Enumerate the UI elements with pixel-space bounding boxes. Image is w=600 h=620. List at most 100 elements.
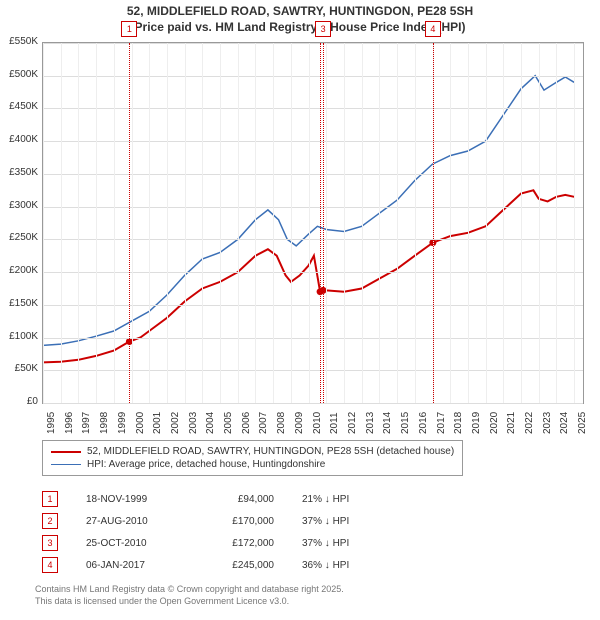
- gridline-h: [43, 305, 583, 306]
- x-tick-label: 2021: [506, 412, 517, 434]
- marker-line-3: [323, 43, 324, 403]
- legend-swatch-subject: [51, 451, 81, 453]
- y-tick-label: £0: [0, 396, 38, 407]
- sale-price: £94,000: [204, 494, 274, 505]
- gridline-h: [43, 272, 583, 273]
- y-tick-label: £350K: [0, 167, 38, 178]
- sale-row: 406-JAN-2017£245,00036% ↓ HPI: [42, 554, 392, 576]
- gridline-h: [43, 207, 583, 208]
- legend-label-subject: 52, MIDDLEFIELD ROAD, SAWTRY, HUNTINGDON…: [87, 446, 454, 457]
- gridline-v: [468, 43, 469, 403]
- sale-date: 27-AUG-2010: [86, 516, 176, 527]
- legend: 52, MIDDLEFIELD ROAD, SAWTRY, HUNTINGDON…: [42, 440, 463, 476]
- gridline-v: [114, 43, 115, 403]
- sale-pct: 21% ↓ HPI: [302, 494, 392, 505]
- gridline-v: [397, 43, 398, 403]
- gridline-v: [273, 43, 274, 403]
- y-tick-label: £200K: [0, 265, 38, 276]
- y-tick-label: £50K: [0, 363, 38, 374]
- sale-pct: 37% ↓ HPI: [302, 516, 392, 527]
- sale-num: 1: [42, 491, 58, 507]
- gridline-v: [574, 43, 575, 403]
- gridline-h: [43, 76, 583, 77]
- gridline-v: [78, 43, 79, 403]
- gridline-v: [503, 43, 504, 403]
- sale-num: 2: [42, 513, 58, 529]
- x-tick-label: 2025: [577, 412, 588, 434]
- x-tick-label: 2009: [294, 412, 305, 434]
- legend-label-hpi: HPI: Average price, detached house, Hunt…: [87, 459, 325, 470]
- footer-line-2: This data is licensed under the Open Gov…: [35, 596, 344, 608]
- sale-pct: 37% ↓ HPI: [302, 538, 392, 549]
- x-tick-label: 2008: [276, 412, 287, 434]
- gridline-v: [96, 43, 97, 403]
- x-tick-label: 2017: [436, 412, 447, 434]
- x-tick-label: 2002: [170, 412, 181, 434]
- x-tick-label: 2003: [188, 412, 199, 434]
- gridline-h: [43, 141, 583, 142]
- gridline-v: [149, 43, 150, 403]
- x-tick-label: 1998: [99, 412, 110, 434]
- gridline-v: [291, 43, 292, 403]
- gridline-v: [202, 43, 203, 403]
- legend-swatch-hpi: [51, 464, 81, 465]
- marker-line-2: [320, 43, 321, 403]
- gridline-v: [521, 43, 522, 403]
- marker-line-4: [433, 43, 434, 403]
- marker-box-3: 3: [315, 21, 331, 37]
- gridline-v: [539, 43, 540, 403]
- sale-date: 18-NOV-1999: [86, 494, 176, 505]
- x-tick-label: 2018: [453, 412, 464, 434]
- gridline-v: [486, 43, 487, 403]
- y-tick-label: £250K: [0, 232, 38, 243]
- x-tick-label: 2006: [241, 412, 252, 434]
- x-tick-label: 2020: [489, 412, 500, 434]
- gridline-v: [167, 43, 168, 403]
- legend-item-subject: 52, MIDDLEFIELD ROAD, SAWTRY, HUNTINGDON…: [51, 445, 454, 458]
- gridline-v: [379, 43, 380, 403]
- gridline-v: [556, 43, 557, 403]
- sale-date: 06-JAN-2017: [86, 560, 176, 571]
- gridline-v: [362, 43, 363, 403]
- sale-row: 1 18-NOV-1999 £94,000 21% ↓ HPI: [42, 488, 392, 510]
- x-tick-label: 2019: [471, 412, 482, 434]
- chart-container: 52, MIDDLEFIELD ROAD, SAWTRY, HUNTINGDON…: [0, 0, 600, 620]
- chart-title: 52, MIDDLEFIELD ROAD, SAWTRY, HUNTINGDON…: [0, 0, 600, 37]
- x-tick-label: 2010: [312, 412, 323, 434]
- title-line-2: Price paid vs. HM Land Registry's House …: [0, 20, 600, 36]
- x-tick-label: 2000: [135, 412, 146, 434]
- y-tick-label: £100K: [0, 331, 38, 342]
- chart-lines: [43, 43, 583, 403]
- x-tick-label: 2022: [524, 412, 535, 434]
- marker-line-1: [129, 43, 130, 403]
- legend-item-hpi: HPI: Average price, detached house, Hunt…: [51, 458, 454, 471]
- y-tick-label: £550K: [0, 36, 38, 47]
- marker-box-1: 1: [121, 21, 137, 37]
- gridline-v: [220, 43, 221, 403]
- sale-row: 325-OCT-2010£172,00037% ↓ HPI: [42, 532, 392, 554]
- gridline-h: [43, 239, 583, 240]
- sales-table: 1 18-NOV-1999 £94,000 21% ↓ HPI 2 27-AUG-2010…: [42, 488, 392, 576]
- gridline-v: [61, 43, 62, 403]
- x-tick-label: 2005: [223, 412, 234, 434]
- y-tick-label: £300K: [0, 200, 38, 211]
- y-tick-label: £150K: [0, 298, 38, 309]
- gridline-v: [132, 43, 133, 403]
- footer: Contains HM Land Registry data © Crown c…: [35, 584, 344, 607]
- title-line-1: 52, MIDDLEFIELD ROAD, SAWTRY, HUNTINGDON…: [0, 4, 600, 20]
- sale-price: £245,000: [204, 560, 274, 571]
- sale-pct: 36% ↓ HPI: [302, 560, 392, 571]
- x-tick-label: 1999: [117, 412, 128, 434]
- sale-price: £170,000: [204, 516, 274, 527]
- x-tick-label: 2013: [365, 412, 376, 434]
- x-tick-label: 2012: [347, 412, 358, 434]
- plot-area: 134: [42, 42, 584, 404]
- x-tick-label: 2024: [559, 412, 570, 434]
- x-tick-label: 2016: [418, 412, 429, 434]
- gridline-h: [43, 403, 583, 404]
- gridline-v: [238, 43, 239, 403]
- gridline-h: [43, 43, 583, 44]
- gridline-v: [185, 43, 186, 403]
- gridline-v: [450, 43, 451, 403]
- x-tick-label: 2004: [205, 412, 216, 434]
